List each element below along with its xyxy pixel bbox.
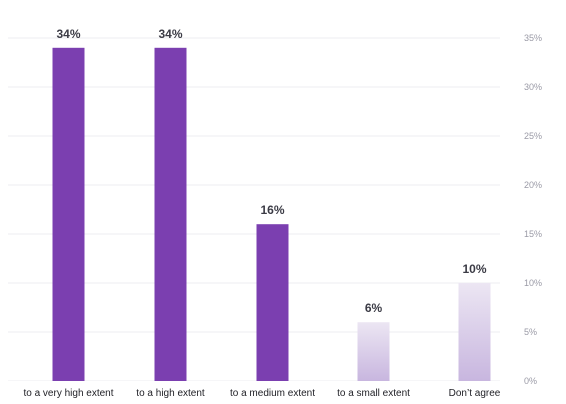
data-label: 10% — [462, 262, 486, 276]
y-tick-label: 30% — [524, 82, 542, 92]
y-axis-ticks: 0% 5% 10% 15% 20% 25% 30% 35% — [524, 33, 542, 386]
y-tick-label: 35% — [524, 33, 542, 43]
y-tick-label: 15% — [524, 229, 542, 239]
x-category-label: to a very high extent — [23, 388, 113, 399]
x-category-label: to a small extent — [337, 388, 410, 399]
data-label: 6% — [365, 301, 383, 315]
data-labels: 34% 34% 16% 6% 10% — [56, 27, 486, 315]
bar — [52, 47, 85, 382]
x-axis-label-strip — [8, 381, 508, 404]
data-label: 16% — [260, 203, 284, 217]
x-category-label: Don’t agree — [449, 388, 501, 399]
bar — [357, 322, 390, 381]
y-tick-label: 0% — [524, 376, 537, 386]
gridlines — [8, 37, 500, 382]
data-label: 34% — [56, 27, 80, 41]
bar — [256, 224, 289, 381]
x-category-label: to a medium extent — [230, 388, 315, 399]
bar — [154, 47, 187, 382]
y-tick-label: 10% — [524, 278, 542, 288]
bar — [458, 283, 491, 381]
x-category-label: to a high extent — [136, 388, 205, 399]
x-axis-categories: to a very high extent to a high extent to … — [23, 388, 500, 399]
y-tick-label: 20% — [524, 180, 542, 190]
y-tick-label: 5% — [524, 327, 537, 337]
y-tick-label: 25% — [524, 131, 542, 141]
bars — [52, 47, 491, 382]
data-label: 34% — [158, 27, 182, 41]
